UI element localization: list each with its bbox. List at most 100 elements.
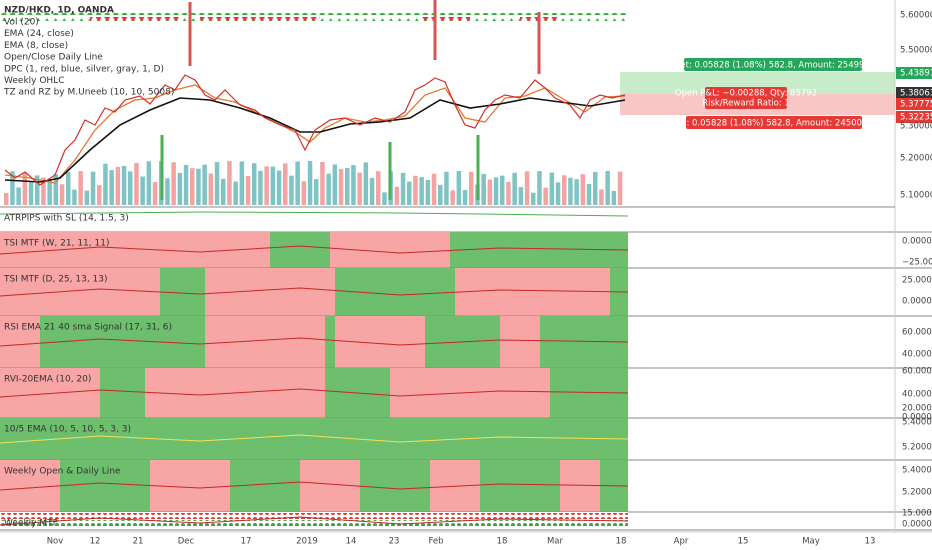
panel-block — [0, 268, 160, 316]
indicator-line — [0, 434, 629, 444]
price-tag — [896, 87, 932, 99]
signal-row — [420, 13, 470, 21]
volume-bar — [320, 162, 325, 205]
volume-bar — [425, 179, 431, 205]
target-label: Target: 0.05828 (1.08%) 582.8, Amount: 2… — [662, 61, 884, 71]
volume-bar — [47, 179, 52, 205]
volume-bar — [177, 172, 183, 205]
panel-label: RSI EMA 21 40 sma Signal (17, 31, 6) — [4, 323, 172, 333]
volume-bar — [314, 179, 319, 205]
volume-bar — [258, 170, 263, 205]
axis-label: 0.00000 — [902, 237, 932, 247]
price-label: 5.38063 — [900, 89, 932, 99]
volume-bar — [103, 163, 108, 205]
volume-bar — [140, 176, 145, 205]
atr-line — [0, 211, 629, 217]
stop-label: Stop: 0.05828 (1.08%) 582.8, Amount: 245… — [667, 119, 881, 129]
volume-bar — [16, 187, 21, 205]
price-label: 5.30000 — [900, 122, 932, 132]
volume-bar — [351, 165, 356, 205]
volume-bar — [394, 186, 400, 205]
panel-block — [500, 316, 540, 368]
indicator-line — [0, 287, 629, 297]
volume-bar — [413, 175, 418, 205]
price-label: 5.20000 — [900, 154, 932, 164]
volume-bar — [593, 171, 598, 205]
stop-box — [686, 116, 862, 129]
target-box — [684, 58, 862, 71]
time-label: 17 — [241, 537, 252, 547]
volume-bar — [115, 166, 121, 205]
panel-label: Weekly Open & Daily Line — [4, 467, 121, 477]
price-tag — [896, 98, 932, 110]
volume-bar — [208, 173, 214, 205]
time-label: Apr — [674, 537, 689, 547]
volume-bar — [407, 181, 412, 205]
panel-block — [335, 316, 425, 368]
volume-bar — [53, 174, 59, 205]
axis-label: 5.20000 — [902, 443, 932, 453]
volume-bar — [400, 172, 406, 205]
volume-bar — [332, 164, 338, 205]
volume-bar — [190, 168, 195, 205]
volume-bar — [599, 189, 604, 205]
rr-label: Risk/Reward Ratio: 1 — [702, 99, 790, 109]
axis-label: 20.00000 — [902, 404, 932, 414]
volume-bar — [376, 171, 381, 205]
volume-bar — [59, 184, 65, 205]
dot-row — [0, 520, 628, 526]
volume-bar — [214, 162, 220, 205]
volume-bar — [264, 166, 269, 205]
legend-item: Open/Close Daily Line — [4, 53, 103, 63]
legend-item: EMA (8, close) — [4, 41, 68, 51]
symbol: NZD/HKD, 1D, OANDA — [4, 6, 114, 16]
price-label: 5.32235 — [900, 113, 932, 123]
axis-label: 5.40000 — [902, 466, 932, 476]
volume-bar — [345, 168, 350, 205]
axis-label: 40.00000 — [902, 350, 932, 360]
legend-item: Vol (20) — [4, 18, 39, 28]
time-label: 13 — [865, 537, 876, 547]
volume-bar — [146, 161, 152, 205]
volume-bar — [233, 181, 238, 205]
axis-label: 40.00000 — [902, 390, 932, 400]
panel-block — [0, 316, 40, 368]
volume-bar — [481, 173, 486, 205]
volume-bar — [518, 187, 524, 205]
time-label: 15 — [738, 537, 749, 547]
legend-item: Weekly OHLC — [4, 76, 65, 86]
pnl-label: Open P&L: −0.00288, Qty: 85792 — [675, 89, 817, 99]
volume-bar — [128, 171, 133, 205]
price-label: 5.37775 — [900, 100, 932, 110]
volume-bar — [574, 179, 579, 205]
volume-bar — [221, 178, 226, 205]
panel-block — [205, 316, 325, 368]
indicator-line — [0, 388, 629, 398]
volume-bar — [28, 182, 34, 205]
price-tag — [896, 111, 932, 123]
volume-bar — [543, 187, 548, 205]
volume-bar — [580, 174, 586, 205]
volume-bar — [512, 172, 517, 205]
volume-bar — [171, 162, 176, 205]
volume-bar — [531, 192, 536, 205]
volume-bar — [562, 175, 567, 205]
legend-item: TZ and RZ by M.Uneeb (10, 10, 5008) — [3, 88, 174, 98]
indicator-line — [0, 516, 629, 526]
time-label: 21 — [133, 537, 144, 547]
signal-row — [200, 13, 320, 21]
volume-bar — [295, 161, 300, 205]
axis-label: 0.00000 — [902, 297, 932, 307]
volume-bar — [438, 184, 443, 205]
indicator-panels: ATRPIPS with SL (14, 1.5, 3) TSI MTF (W, … — [0, 211, 932, 531]
time-label: 18 — [497, 537, 508, 547]
volume-bar — [450, 190, 455, 205]
volume-bar — [4, 193, 9, 205]
volume-bar — [239, 161, 245, 205]
volume-bar — [245, 175, 251, 205]
volume-bar — [90, 171, 96, 205]
ema-24 — [4, 97, 626, 183]
volume-bar — [537, 171, 542, 205]
axis-label: 5.40000 — [902, 418, 932, 428]
time-label: 18 — [616, 537, 627, 547]
